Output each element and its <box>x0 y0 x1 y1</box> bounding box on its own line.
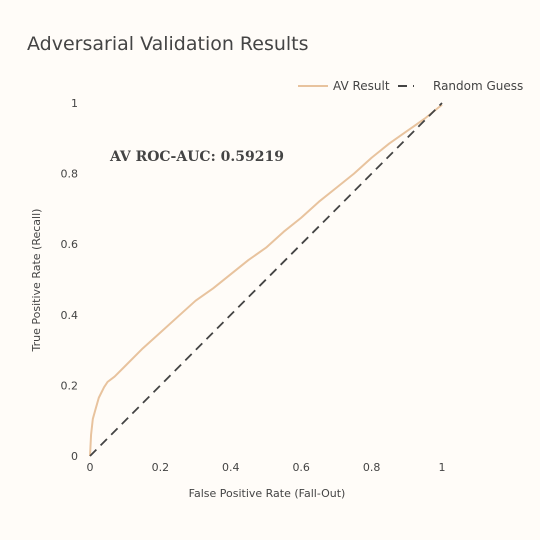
x-tick-label: 0.2 <box>152 461 170 474</box>
series-line-av-result <box>89 103 443 457</box>
x-tick-label: 1 <box>439 461 446 474</box>
legend-label-random-guess: Random Guess <box>433 79 523 93</box>
y-tick-label: 0.6 <box>61 238 79 251</box>
y-tick-label: 0.8 <box>61 168 79 181</box>
x-tick-label: 0 <box>87 461 94 474</box>
legend-label-av-result: AV Result <box>333 79 390 93</box>
x-tick-label: 0.6 <box>292 461 310 474</box>
y-tick-label: 0.2 <box>61 379 79 392</box>
y-axis-label: True Positive Rate (Recall) <box>30 209 43 353</box>
x-tick-label: 0.8 <box>363 461 381 474</box>
y-tick-label: 0 <box>71 450 78 463</box>
plot-area: 0 0.2 0.4 0.6 0.8 1 0 0.2 0.4 0.6 0.8 1 <box>61 97 446 474</box>
y-tick-label: 1 <box>71 97 78 110</box>
x-axis-label: False Positive Rate (Fall-Out) <box>189 487 346 500</box>
auc-annotation: AV ROC-AUC: 0.59219 <box>109 149 284 165</box>
legend: AV Result Random Guess <box>298 79 523 93</box>
series-line-random-guess <box>89 102 443 457</box>
y-tick-label: 0.4 <box>61 309 79 322</box>
chart-title: Adversarial Validation Results <box>27 33 309 55</box>
x-tick-label: 0.4 <box>222 461 240 474</box>
